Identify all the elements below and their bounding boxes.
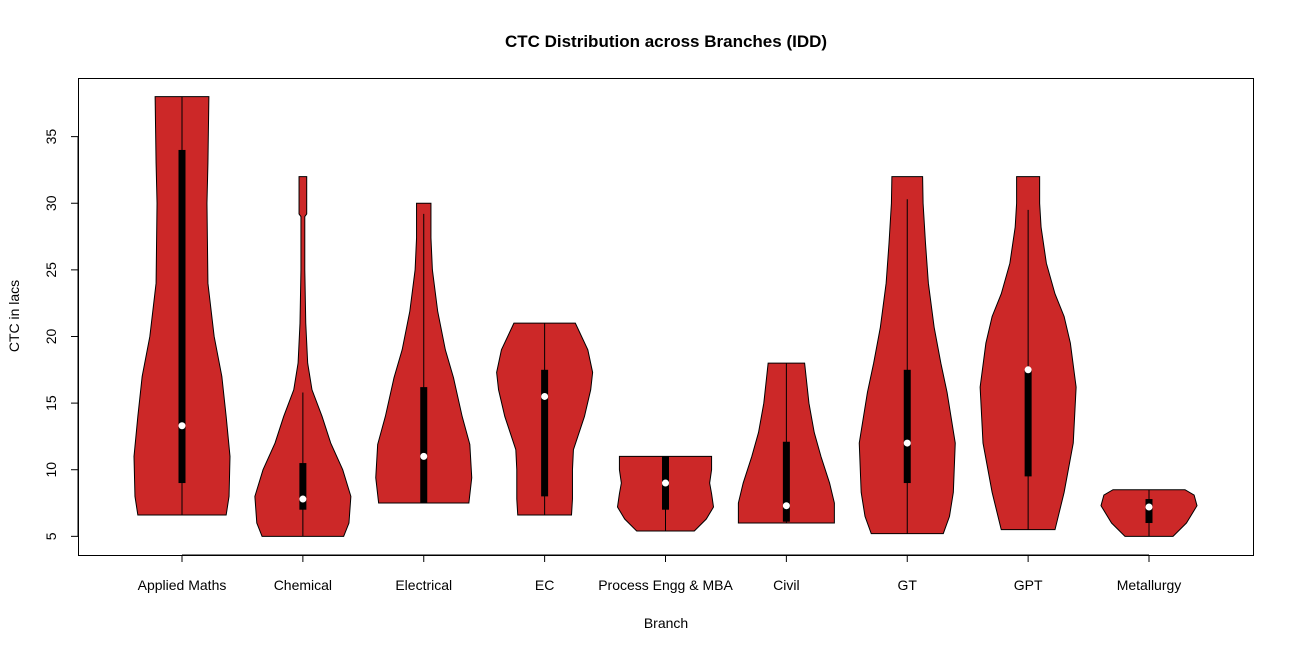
x-axis-label: Branch <box>644 615 688 631</box>
y-axis: 5 10 15 20 25 30 35 <box>43 129 79 540</box>
violin-civil <box>737 362 835 524</box>
x-tick-label: GT <box>898 577 918 593</box>
iqr-box <box>903 369 911 484</box>
x-tick-label: Chemical <box>274 577 332 593</box>
iqr-box <box>541 369 549 497</box>
median-point <box>420 452 428 460</box>
y-tick-label: 30 <box>43 195 59 211</box>
violin-electrical <box>375 202 473 504</box>
x-tick-label: Civil <box>773 577 799 593</box>
y-tick-label: 10 <box>43 462 59 478</box>
median-point <box>541 392 549 400</box>
violin-gpt <box>979 176 1077 531</box>
x-tick-label: GPT <box>1014 577 1043 593</box>
iqr-box <box>178 149 186 484</box>
y-tick-label: 5 <box>43 532 59 540</box>
iqr-box <box>1145 499 1153 524</box>
y-tick-label: 20 <box>43 328 59 344</box>
median-point <box>299 495 307 503</box>
iqr-box <box>299 463 307 510</box>
median-point <box>1024 366 1032 374</box>
x-tick-label: EC <box>535 577 554 593</box>
violin-process-engg-mba <box>616 455 715 532</box>
iqr-box <box>782 441 790 522</box>
iqr-box <box>420 387 428 504</box>
median-point <box>782 502 790 510</box>
median-point <box>178 422 186 430</box>
x-tick-label: Applied Maths <box>138 577 227 593</box>
x-axis: Applied Maths Chemical Electrical EC Process… <box>138 554 1182 593</box>
violin-applied-maths <box>133 96 231 516</box>
violin-ec <box>496 322 594 516</box>
y-tick-label: 15 <box>43 395 59 411</box>
median-point <box>662 479 669 487</box>
y-tick-label: 25 <box>43 262 59 278</box>
median-point <box>903 439 911 447</box>
iqr-box <box>1024 369 1032 477</box>
violins <box>133 96 1198 537</box>
y-tick-label: 35 <box>43 129 59 145</box>
violin-gt <box>858 176 956 535</box>
median-point <box>1145 503 1153 511</box>
x-tick-label: Process Engg & MBA <box>598 577 733 593</box>
y-axis-label: CTC in lacs <box>6 280 22 352</box>
violin-body <box>254 176 352 537</box>
chart-title: CTC Distribution across Branches (IDD) <box>505 32 827 51</box>
x-tick-label: Metallurgy <box>1117 577 1182 593</box>
violin-metallurgy <box>1100 489 1198 537</box>
violin-chemical <box>254 176 352 537</box>
x-tick-label: Electrical <box>395 577 452 593</box>
